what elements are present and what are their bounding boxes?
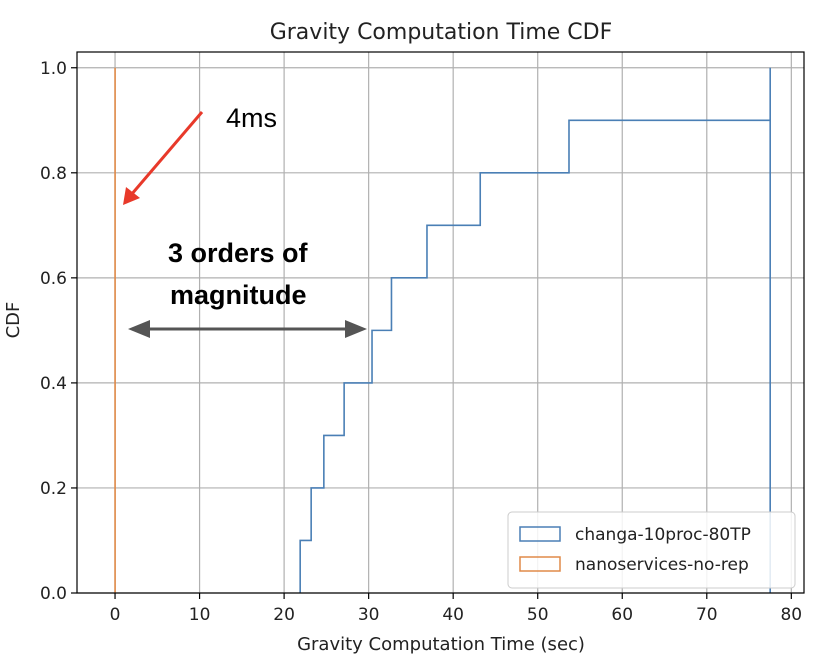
annotation-4ms: 4ms [226, 103, 277, 133]
gap-arrow-right-head [345, 320, 367, 338]
gap-arrow-left-head [128, 320, 150, 338]
annotations: 4ms 3 orders of magnitude [123, 103, 367, 338]
x-tick-label: 80 [780, 605, 802, 625]
legend-swatch-nanoservices [519, 556, 561, 572]
y-tick-label: 0.0 [40, 584, 67, 604]
y-axis-ticks: 0.0 0.2 0.4 0.6 0.8 1.0 [40, 59, 77, 604]
x-tick-label: 10 [189, 605, 211, 625]
red-arrow-head [123, 187, 140, 205]
annotation-orders-line1: 3 orders of [168, 238, 309, 268]
x-tick-label: 30 [358, 605, 380, 625]
x-tick-label: 70 [696, 605, 718, 625]
y-tick-label: 0.4 [40, 374, 67, 394]
legend-label-changa: changa-10proc-80TP [575, 525, 751, 545]
legend-box [507, 511, 796, 589]
chart-title: Gravity Computation Time CDF [270, 20, 613, 45]
grid-lines [77, 52, 804, 594]
x-tick-label: 60 [611, 605, 633, 625]
y-tick-label: 0.2 [40, 479, 67, 499]
y-tick-label: 1.0 [40, 59, 67, 79]
x-tick-label: 20 [273, 605, 295, 625]
plot-frame [76, 51, 805, 594]
y-tick-label: 0.8 [40, 164, 67, 184]
annotation-orders-line2: magnitude [170, 280, 307, 310]
legend: changa-10proc-80TP nanoservices-no-rep [507, 511, 796, 589]
x-axis-label: Gravity Computation Time (sec) [297, 634, 585, 655]
legend-swatch-changa [519, 526, 561, 542]
series-layer [114, 67, 771, 593]
y-tick-label: 0.6 [40, 269, 67, 289]
series-step-line-0 [299, 67, 771, 593]
x-tick-label: 0 [110, 605, 121, 625]
x-axis-ticks: 0 10 20 30 40 50 60 70 80 [110, 593, 802, 625]
red-arrow-line [129, 111, 204, 196]
y-axis-label: CDF [3, 302, 24, 339]
x-tick-label: 40 [442, 605, 464, 625]
legend-label-nanoservices: nanoservices-no-rep [575, 555, 749, 575]
x-tick-label: 50 [527, 605, 549, 625]
